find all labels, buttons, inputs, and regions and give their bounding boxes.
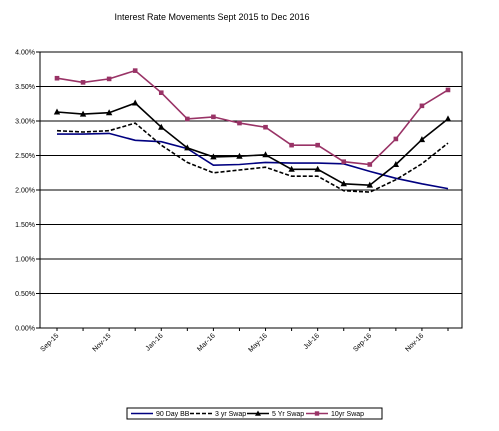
legend-marker-10yr-swap (314, 411, 320, 416)
point-5-yr-swap (340, 180, 347, 187)
point-10yr-swap (106, 76, 112, 82)
x-tick-label: Jul-16 (303, 332, 322, 351)
point-10yr-swap (367, 162, 373, 167)
y-axis: 0.00% 0.50% 1.00% 1.50% 2.00% 2.50% 3.00% 3.50%… (15, 50, 40, 333)
point-5-yr-swap (53, 108, 61, 115)
point-5-yr-swap (444, 115, 452, 122)
series-line-5-yr-swap (56, 102, 449, 187)
x-tick-label: Jan-16 (145, 332, 165, 352)
x-tick-label: Sep-16 (352, 332, 373, 353)
legend-label-5-yr-swap: 5 Yr Swap (272, 411, 304, 418)
series-line-90-day-bb (57, 132, 449, 190)
point-5-yr-swap (236, 152, 243, 159)
legend-marker-5-yr-swap (255, 410, 261, 416)
legend-label-3-yr-swap: 3 yr Swap (215, 411, 246, 418)
series-group (53, 68, 452, 193)
point-10yr-swap (237, 120, 242, 126)
y-tick-label: 1.50% (15, 222, 35, 229)
point-5-yr-swap (262, 151, 269, 158)
point-10yr-swap (132, 68, 138, 73)
point-5-yr-swap (132, 99, 139, 106)
point-5-yr-swap (79, 110, 87, 117)
point-5-yr-swap (418, 136, 426, 143)
x-axis: Sep-15 Nov-15 Jan-16 Mar-16 May-16 Jul-16 Sep-… (39, 328, 449, 354)
point-10yr-swap (54, 75, 60, 81)
legend-label-10yr-swap: 10yr Swap (331, 411, 364, 418)
y-tick-label: 1.00% (15, 257, 35, 264)
x-tick-label: Mar-16 (196, 332, 217, 353)
y-tick-label: 0.00% (15, 326, 35, 333)
point-5-yr-swap (314, 165, 321, 172)
y-tick-label: 2.50% (15, 153, 35, 160)
series-line-3-yr-swap (56, 122, 449, 193)
point-10yr-swap (393, 136, 399, 142)
chart-title: Interest Rate Movements Sept 2015 to Dec… (114, 12, 309, 22)
point-5-yr-swap (210, 153, 217, 160)
point-10yr-swap (289, 142, 294, 148)
point-10yr-swap (185, 116, 190, 122)
point-10yr-swap (419, 103, 425, 109)
point-10yr-swap (80, 80, 86, 85)
point-10yr-swap (341, 159, 347, 165)
x-tick-label: Nov-16 (404, 332, 425, 353)
point-5-yr-swap (105, 109, 113, 116)
point-5-yr-swap (366, 181, 373, 188)
y-tick-label: 2.00% (15, 188, 35, 195)
point-10yr-swap (211, 114, 216, 120)
x-tick-label: Nov-15 (92, 332, 113, 353)
x-tick-label: Sep-15 (39, 332, 60, 353)
legend: 90 Day BB 3 yr Swap 5 Yr Swap 10yr Swap (126, 407, 383, 420)
y-tick-label: 3.00% (15, 119, 35, 126)
point-10yr-swap (445, 87, 451, 93)
point-5-yr-swap (392, 160, 400, 167)
x-tick-label: May-16 (247, 332, 269, 354)
point-10yr-swap (158, 90, 164, 96)
point-10yr-swap (263, 124, 268, 130)
y-tick-label: 3.50% (15, 84, 35, 91)
point-5-yr-swap (288, 165, 295, 172)
point-5-yr-swap (184, 144, 191, 151)
y-tick-label: 4.00% (15, 50, 35, 57)
point-5-yr-swap (158, 123, 165, 130)
point-10yr-swap (315, 142, 320, 148)
grid-lines (40, 51, 462, 329)
y-tick-label: 0.50% (15, 291, 35, 298)
legend-label-90-day-bb: 90 Day BB (156, 411, 190, 418)
series-line-10yr-swap (56, 69, 449, 166)
